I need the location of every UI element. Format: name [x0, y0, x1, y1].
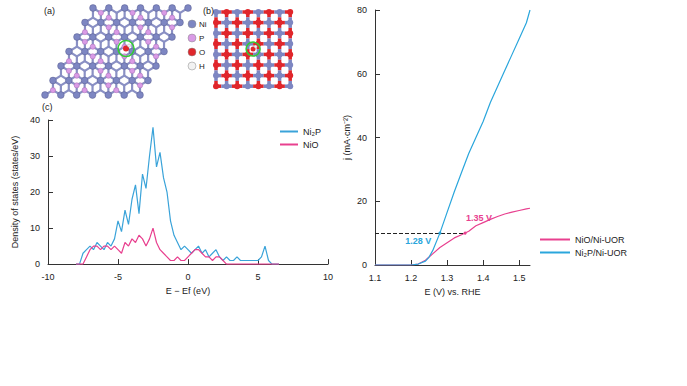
- svg-text:E (V) vs. RHE: E (V) vs. RHE: [424, 287, 480, 297]
- svg-text:1.4: 1.4: [477, 273, 490, 283]
- svg-text:NiO: NiO: [303, 140, 319, 150]
- svg-text:H: H: [199, 62, 205, 71]
- svg-text:20: 20: [30, 187, 40, 197]
- svg-text:10: 10: [30, 223, 40, 233]
- svg-text:j (mA·cm⁻²): j (mA·cm⁻²): [342, 115, 352, 161]
- svg-text:1.5: 1.5: [513, 273, 526, 283]
- svg-text:40: 40: [30, 115, 40, 125]
- svg-text:20: 20: [357, 196, 367, 206]
- svg-text:-5: -5: [114, 272, 122, 282]
- svg-text:80: 80: [357, 5, 367, 15]
- svg-text:60: 60: [357, 69, 367, 79]
- svg-text:0: 0: [35, 259, 40, 269]
- svg-text:1.35 V: 1.35 V: [466, 213, 492, 223]
- svg-text:0: 0: [185, 272, 190, 282]
- svg-text:5: 5: [255, 272, 260, 282]
- svg-text:Density of states (states/eV): Density of states (states/eV): [10, 136, 20, 249]
- svg-text:40: 40: [357, 133, 367, 143]
- svg-text:O: O: [199, 48, 205, 57]
- svg-text:1.1: 1.1: [369, 273, 382, 283]
- svg-text:(b): (b): [203, 6, 214, 16]
- svg-text:(a): (a): [44, 6, 55, 16]
- svg-text:1.2: 1.2: [405, 273, 418, 283]
- svg-text:E − Ef (eV): E − Ef (eV): [166, 286, 210, 296]
- svg-text:30: 30: [30, 151, 40, 161]
- svg-text:-10: -10: [41, 272, 54, 282]
- svg-text:P: P: [199, 34, 204, 43]
- svg-text:1.28 V: 1.28 V: [405, 236, 431, 246]
- svg-text:10: 10: [323, 272, 333, 282]
- svg-text:Ni₂P/Ni-UOR: Ni₂P/Ni-UOR: [575, 248, 627, 258]
- svg-text:(c): (c): [42, 102, 53, 112]
- svg-text:1.3: 1.3: [441, 273, 454, 283]
- svg-text:Ni₂P: Ni₂P: [303, 127, 321, 137]
- svg-text:Ni: Ni: [199, 20, 207, 29]
- svg-text:NiO/Ni-UOR: NiO/Ni-UOR: [575, 235, 625, 245]
- svg-text:0: 0: [362, 260, 367, 270]
